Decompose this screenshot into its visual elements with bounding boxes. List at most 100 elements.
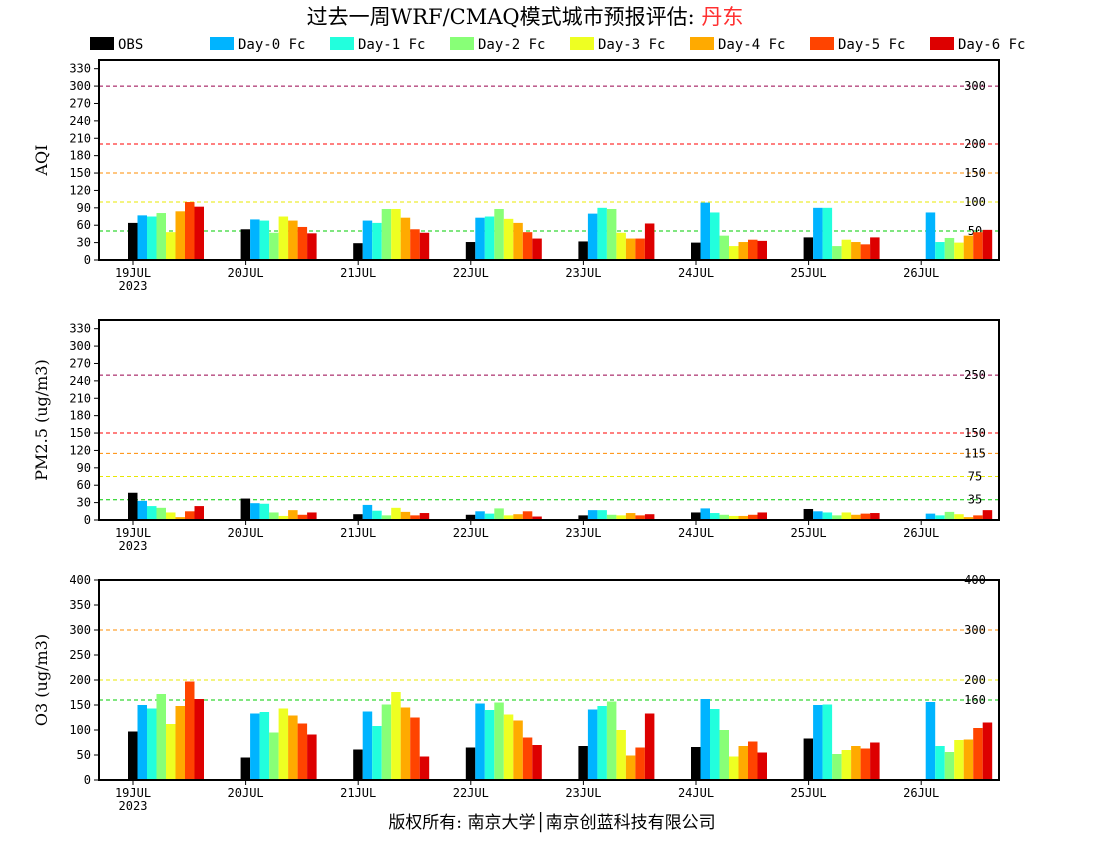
y-tick-label: 240 xyxy=(69,114,91,128)
y-tick-label: 30 xyxy=(77,496,91,510)
bar-day-0-fc xyxy=(700,202,710,260)
bar-day-4-fc xyxy=(400,707,411,780)
y-tick-label: 210 xyxy=(69,391,91,405)
x-tick-label: 23JUL xyxy=(565,266,601,280)
bar-day-2-fc xyxy=(156,507,166,520)
x-tick-label: 25JUL xyxy=(791,266,827,280)
year-label: 2023 xyxy=(119,799,148,813)
legend-label: Day-1 Fc xyxy=(358,37,425,53)
bar-day-1-fc xyxy=(710,212,720,260)
bar-day-1-fc xyxy=(597,510,607,520)
bar-obs xyxy=(803,237,814,260)
y-tick-label: 120 xyxy=(69,443,91,457)
bar-day-0-fc xyxy=(813,705,823,780)
bar-day-1-fc xyxy=(372,510,382,520)
bar-day-4-fc xyxy=(963,235,974,260)
legend-label: Day-0 Fc xyxy=(238,37,305,53)
bar-day-6-fc xyxy=(194,699,204,780)
bar-day-6-fc xyxy=(532,745,542,780)
legend-swatch xyxy=(90,37,114,50)
bar-day-2-fc xyxy=(832,515,842,520)
bar-day-5-fc xyxy=(748,741,758,780)
threshold-label: 200 xyxy=(964,673,986,687)
bar-day-4-fc xyxy=(851,746,861,780)
plot-frame xyxy=(98,319,1000,521)
y-tick-label: 0 xyxy=(84,253,91,267)
y-tick-label: 150 xyxy=(69,698,91,712)
bar-day-1-fc xyxy=(822,207,833,260)
legend-swatch xyxy=(810,37,834,50)
y-tick-label: 150 xyxy=(69,166,91,180)
bar-day-6-fc xyxy=(307,512,317,520)
bar-day-5-fc xyxy=(860,748,871,780)
legend-label: Day-3 Fc xyxy=(598,37,665,53)
bar-day-0-fc xyxy=(700,508,710,520)
y-tick-label: 100 xyxy=(69,723,91,737)
bar-day-3-fc xyxy=(841,750,852,780)
bar-day-3-fc xyxy=(954,242,964,260)
y-axis-label: O3 (ug/m3) xyxy=(32,634,51,726)
bar-day-2-fc xyxy=(719,730,729,780)
bar-day-0-fc xyxy=(250,219,260,260)
y-tick-label: 300 xyxy=(69,79,91,93)
x-tick-label: 23JUL xyxy=(565,786,601,800)
y-tick-label: 300 xyxy=(69,623,91,637)
bar-day-3-fc xyxy=(841,512,852,520)
bar-day-2-fc xyxy=(944,511,955,520)
bar-day-0-fc xyxy=(362,220,373,260)
chart-title: 过去一周WRF/CMAQ模式城市预报评估: 丹东 xyxy=(307,5,744,29)
legend-swatch xyxy=(690,37,714,50)
x-tick-label: 19JUL xyxy=(115,266,151,280)
legend-swatch xyxy=(210,37,234,50)
bar-day-1-fc xyxy=(935,746,945,780)
bar-day-6-fc xyxy=(644,514,655,520)
bar-day-5-fc xyxy=(297,226,308,260)
y-tick-label: 240 xyxy=(69,374,91,388)
bar-day-1-fc xyxy=(147,216,157,260)
threshold-label: 150 xyxy=(964,166,986,180)
bar-day-4-fc xyxy=(738,746,748,780)
y-tick-label: 200 xyxy=(69,673,91,687)
bar-day-0-fc xyxy=(587,213,598,260)
bar-day-3-fc xyxy=(166,724,176,780)
x-tick-label: 22JUL xyxy=(453,526,489,540)
x-tick-label: 20JUL xyxy=(228,786,264,800)
bar-day-2-fc xyxy=(494,208,504,260)
bar-day-5-fc xyxy=(748,239,758,260)
x-tick-label: 26JUL xyxy=(903,266,939,280)
bar-day-4-fc xyxy=(175,706,185,780)
bar-day-4-fc xyxy=(513,720,523,780)
bar-day-3-fc xyxy=(503,218,514,260)
y-tick-label: 150 xyxy=(69,426,91,440)
bar-day-0-fc xyxy=(475,703,485,780)
y-tick-label: 90 xyxy=(77,201,91,215)
bar-day-2-fc xyxy=(606,701,617,780)
threshold-label: 35 xyxy=(968,493,982,507)
bar-day-0-fc xyxy=(475,217,485,260)
bar-day-1-fc xyxy=(147,506,157,520)
bar-day-2-fc xyxy=(381,515,392,520)
bar-obs xyxy=(353,243,363,260)
bar-day-0-fc xyxy=(587,709,598,780)
bar-day-3-fc xyxy=(391,507,401,520)
y-tick-label: 350 xyxy=(69,598,91,612)
bar-day-0-fc xyxy=(362,504,373,520)
bar-day-3-fc xyxy=(503,714,514,780)
y-tick-label: 30 xyxy=(77,236,91,250)
x-tick-label: 21JUL xyxy=(340,266,376,280)
threshold-label: 75 xyxy=(968,470,982,484)
bar-day-2-fc xyxy=(494,508,504,520)
bar-day-1-fc xyxy=(147,708,157,780)
bar-day-5-fc xyxy=(860,244,871,260)
bar-obs xyxy=(465,242,476,260)
bar-day-1-fc xyxy=(484,710,495,780)
bar-day-0-fc xyxy=(813,511,823,520)
bar-day-0-fc xyxy=(700,699,710,780)
bar-day-4-fc xyxy=(175,211,185,260)
y-tick-label: 330 xyxy=(69,322,91,336)
bar-day-2-fc xyxy=(269,732,279,780)
bar-obs xyxy=(803,738,814,780)
bar-obs xyxy=(578,746,588,780)
